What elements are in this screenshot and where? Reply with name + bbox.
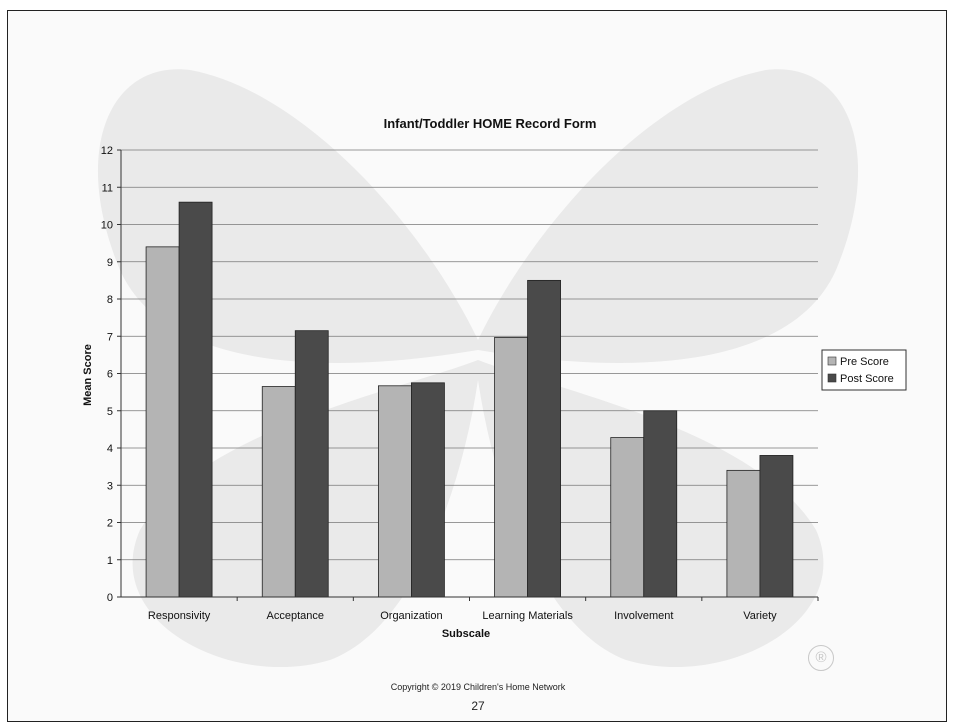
y-tick-label: 12 [101, 145, 113, 157]
y-tick-label: 6 [107, 369, 113, 381]
y-tick-label: 11 [102, 182, 113, 194]
bar-post-organization [411, 382, 445, 598]
legend-swatch-post [827, 373, 837, 383]
bar-pre-responsivity [145, 246, 180, 598]
legend-label-pre: Pre Score [840, 356, 889, 368]
y-axis-label: Mean Score [82, 344, 94, 406]
bar-post-responsivity [178, 201, 213, 598]
legend: Pre Score Post Score [821, 349, 907, 391]
x-axis-ticks: Responsivity Acceptance Organization Learni… [148, 597, 819, 622]
y-tick-label: 0 [107, 592, 113, 604]
y-tick-label: 7 [107, 331, 113, 343]
legend-box [821, 349, 907, 391]
registered-mark: ® [808, 645, 834, 671]
x-tick-label: Involvement [614, 610, 673, 622]
gridlines [121, 149, 818, 561]
copyright-text: Copyright © 2019 Children's Home Network [390, 682, 566, 692]
x-tick-label: Learning Materials [482, 610, 573, 622]
bar-pre-learning-materials [494, 336, 528, 598]
legend-label-post: Post Score [840, 373, 894, 385]
x-tick-label: Organization [380, 610, 442, 622]
bar-post-acceptance [294, 330, 329, 598]
y-tick-label: 2 [107, 518, 113, 530]
y-tick-label: 5 [107, 406, 113, 418]
x-tick-label: Acceptance [267, 610, 324, 622]
bar-post-variety [759, 455, 794, 598]
x-tick-label: Responsivity [148, 610, 211, 622]
bar-pre-variety [726, 469, 761, 598]
legend-swatch-pre [827, 356, 837, 366]
bar-pre-acceptance [261, 386, 296, 598]
x-tick-label: Variety [743, 610, 777, 622]
y-tick-label: 3 [107, 480, 113, 492]
y-tick-label: 10 [101, 220, 113, 232]
x-axis-label: Subscale [442, 628, 490, 640]
y-tick-label: 9 [107, 257, 113, 269]
page-number: 27 [471, 699, 485, 713]
bar-pre-involvement [610, 437, 645, 598]
bar-post-involvement [643, 410, 678, 598]
bar-pre-organization [378, 385, 412, 598]
y-tick-label: 8 [107, 294, 113, 306]
y-tick-label: 1 [107, 555, 113, 567]
bar-post-learning-materials [527, 279, 561, 598]
chart-title: Infant/Toddler HOME Record Form [384, 116, 597, 131]
y-tick-label: 4 [107, 443, 113, 455]
